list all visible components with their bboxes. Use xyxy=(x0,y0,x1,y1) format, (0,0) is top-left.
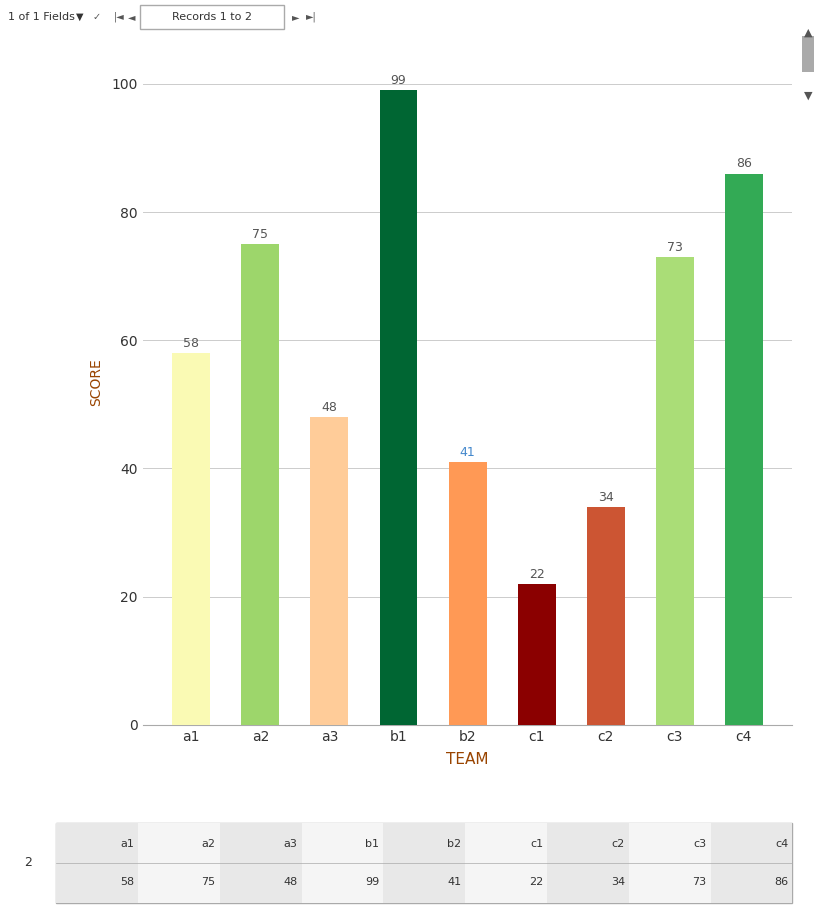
Text: 99: 99 xyxy=(365,877,379,887)
Text: 34: 34 xyxy=(610,877,625,887)
Text: 48: 48 xyxy=(322,401,337,414)
Text: 86: 86 xyxy=(736,158,752,170)
Bar xyxy=(56,824,138,902)
Bar xyxy=(310,417,348,725)
Bar xyxy=(379,91,418,725)
Text: ▼: ▼ xyxy=(804,91,813,101)
FancyBboxPatch shape xyxy=(140,5,284,29)
Text: c2: c2 xyxy=(611,839,625,849)
Text: 22: 22 xyxy=(529,567,544,581)
Bar xyxy=(656,257,694,725)
Bar xyxy=(220,824,302,902)
Text: 41: 41 xyxy=(447,877,461,887)
Text: b1: b1 xyxy=(366,839,379,849)
Bar xyxy=(242,244,279,725)
Bar xyxy=(172,353,211,725)
Text: 99: 99 xyxy=(391,74,406,87)
Text: ✓: ✓ xyxy=(92,12,100,23)
Text: b2: b2 xyxy=(447,839,461,849)
Bar xyxy=(711,824,792,902)
Text: |◄: |◄ xyxy=(113,12,124,23)
Text: c4: c4 xyxy=(775,839,788,849)
Text: a1: a1 xyxy=(120,839,134,849)
Text: 75: 75 xyxy=(252,228,268,241)
Bar xyxy=(629,824,711,902)
Text: a2: a2 xyxy=(202,839,215,849)
Text: 75: 75 xyxy=(202,877,215,887)
Text: 58: 58 xyxy=(120,877,134,887)
Text: ►: ► xyxy=(292,12,299,23)
Text: ▼: ▼ xyxy=(76,12,83,23)
Bar xyxy=(138,824,220,902)
Text: 73: 73 xyxy=(667,241,683,254)
Text: ►|: ►| xyxy=(306,12,317,23)
Bar xyxy=(725,174,763,725)
Text: Records 1 to 2: Records 1 to 2 xyxy=(172,12,252,23)
Text: ◄: ◄ xyxy=(128,12,135,23)
Bar xyxy=(517,583,556,725)
Text: 58: 58 xyxy=(184,337,199,350)
Text: c1: c1 xyxy=(530,839,543,849)
Bar xyxy=(384,824,465,902)
Text: 22: 22 xyxy=(529,877,543,887)
Bar xyxy=(587,506,625,725)
Bar xyxy=(547,824,629,902)
Text: 34: 34 xyxy=(598,491,614,504)
X-axis label: TEAM: TEAM xyxy=(446,752,489,767)
Bar xyxy=(449,462,486,725)
Text: a3: a3 xyxy=(284,839,298,849)
Text: 2: 2 xyxy=(24,856,32,870)
Text: 48: 48 xyxy=(283,877,298,887)
Text: 73: 73 xyxy=(693,877,707,887)
Text: ▲: ▲ xyxy=(804,27,813,37)
Y-axis label: SCORE: SCORE xyxy=(89,358,104,406)
Text: 1 of 1 Fields: 1 of 1 Fields xyxy=(8,12,75,23)
Text: 41: 41 xyxy=(459,446,476,458)
Bar xyxy=(465,824,547,902)
Bar xyxy=(802,36,814,72)
Bar xyxy=(302,824,384,902)
Text: c3: c3 xyxy=(694,839,707,849)
Text: 86: 86 xyxy=(774,877,788,887)
